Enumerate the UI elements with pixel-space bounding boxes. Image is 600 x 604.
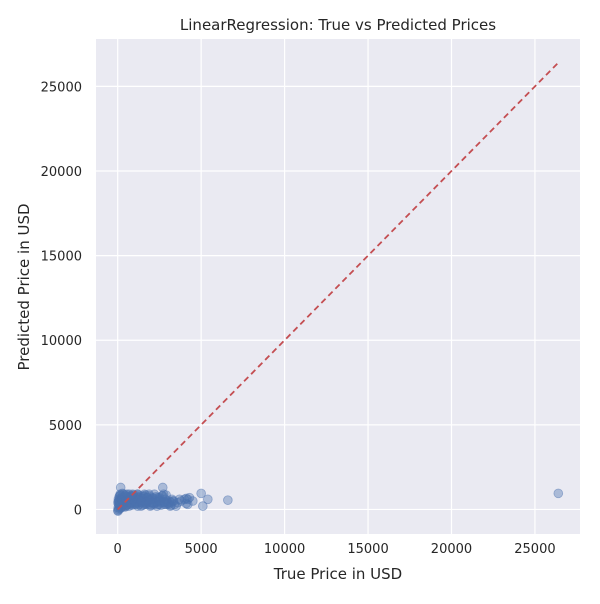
data-point [198, 501, 208, 511]
data-point [223, 495, 233, 505]
scatter-points [113, 482, 564, 516]
x-tick-label: 0 [114, 542, 122, 557]
y-tick-label: 10000 [41, 334, 82, 349]
reference-line-group [117, 62, 559, 511]
grid-lines [96, 39, 580, 534]
x-tick-label: 25000 [514, 542, 555, 557]
data-point [182, 494, 193, 505]
x-tick-label: 20000 [431, 542, 472, 557]
y-tick-label: 15000 [41, 250, 82, 265]
x-tick-label: 15000 [347, 542, 388, 557]
data-point [553, 488, 564, 499]
tick-labels: 0 5000 10000 15000 20000 25000 0 5000 10000 15000… [41, 80, 556, 557]
y-tick-label: 5000 [49, 419, 82, 434]
y-tick-label: 0 [74, 503, 82, 518]
y-tick-label: 25000 [41, 80, 82, 95]
data-point [203, 494, 213, 505]
y-tick-label: 20000 [41, 165, 82, 180]
data-point [168, 496, 179, 506]
x-axis-label: True Price in USD [273, 565, 402, 583]
reference-line [117, 62, 559, 511]
chart-title: LinearRegression: True vs Predicted Pric… [180, 16, 496, 34]
data-point [130, 497, 141, 507]
data-point [159, 497, 169, 507]
y-axis-label: Predicted Price in USD [15, 203, 33, 370]
data-point [196, 488, 206, 499]
x-tick-label: 10000 [264, 542, 305, 557]
x-tick-label: 5000 [185, 542, 218, 557]
data-point [148, 497, 158, 508]
data-point [136, 496, 147, 506]
